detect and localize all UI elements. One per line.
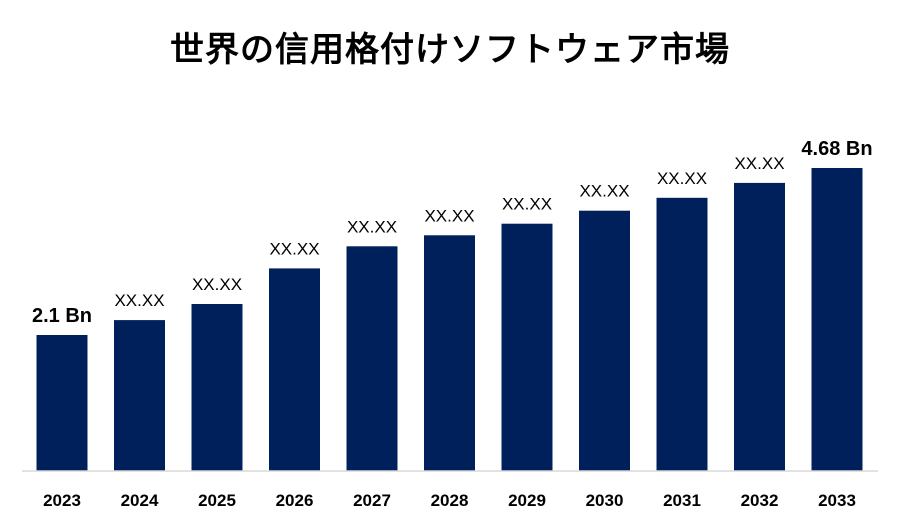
data-label-2027: XX.XX bbox=[347, 217, 397, 236]
data-label-2033: 4.68 Bn bbox=[801, 138, 872, 160]
x-tick-label-2032: 2032 bbox=[741, 491, 779, 510]
bar-2024 bbox=[114, 320, 165, 471]
data-label-2026: XX.XX bbox=[269, 239, 319, 258]
x-tick-label-2031: 2031 bbox=[663, 491, 701, 510]
data-label-2031: XX.XX bbox=[657, 169, 707, 188]
x-tick-label-2030: 2030 bbox=[586, 491, 624, 510]
chart-title: 世界の信用格付けソフトウェア市場 bbox=[170, 30, 730, 70]
data-label-2028: XX.XX bbox=[424, 206, 474, 225]
x-tick-labels-group: 2023 2024 2025 2026 2027 2028 2029 2030 2031 2032… bbox=[43, 491, 856, 510]
x-tick-label-2023: 2023 bbox=[43, 491, 81, 510]
data-label-2032: XX.XX bbox=[734, 154, 784, 173]
bar-2027 bbox=[346, 246, 398, 471]
bar-2028 bbox=[424, 235, 475, 471]
bar-2026 bbox=[269, 268, 320, 471]
x-tick-label-2024: 2024 bbox=[121, 491, 159, 510]
data-label-2023: 2.1 Bn bbox=[32, 305, 92, 327]
bar-2029 bbox=[501, 223, 553, 471]
bar-2023 bbox=[36, 335, 88, 471]
data-label-2024: XX.XX bbox=[114, 291, 164, 310]
data-label-2030: XX.XX bbox=[579, 182, 629, 201]
x-tick-label-2033: 2033 bbox=[818, 491, 856, 510]
x-tick-label-2027: 2027 bbox=[353, 491, 391, 510]
bar-2033 bbox=[811, 168, 863, 471]
data-label-2025: XX.XX bbox=[192, 275, 242, 294]
data-label-2029: XX.XX bbox=[502, 195, 552, 214]
data-labels-group: 2.1 Bn XX.XX XX.XX XX.XX XX.XX XX.XX XX.XX XX.X… bbox=[32, 138, 873, 327]
bars-group bbox=[36, 168, 863, 472]
x-tick-label-2029: 2029 bbox=[508, 491, 546, 510]
x-tick-label-2025: 2025 bbox=[198, 491, 236, 510]
x-tick-label-2028: 2028 bbox=[431, 491, 469, 510]
bar-2030 bbox=[579, 210, 630, 471]
x-tick-label-2026: 2026 bbox=[276, 491, 314, 510]
bar-2032 bbox=[734, 182, 785, 471]
bar-2025 bbox=[191, 304, 243, 471]
bar-2031 bbox=[656, 197, 708, 472]
